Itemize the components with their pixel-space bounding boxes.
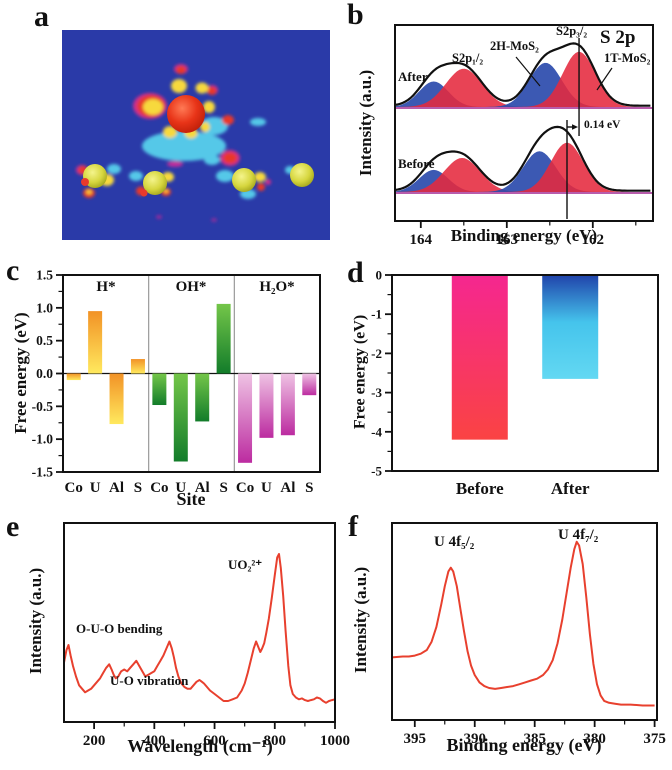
charge-blob bbox=[81, 178, 89, 186]
svg-text:395: 395 bbox=[404, 731, 427, 747]
svg-text:200: 200 bbox=[83, 733, 106, 749]
svg-text:Al: Al bbox=[195, 480, 210, 496]
svg-text:S: S bbox=[305, 480, 313, 496]
panel-b-x-axis-label: Binding energy (eV) bbox=[450, 226, 598, 245]
panel-d-y-axis-label: Free energy (eV) bbox=[351, 314, 369, 430]
panel-c-y-axis-label: Free energy (eV) bbox=[11, 312, 31, 434]
svg-text:375: 375 bbox=[643, 731, 666, 747]
svg-text:Co: Co bbox=[150, 480, 168, 496]
svg-text:After: After bbox=[551, 479, 590, 498]
svg-text:800: 800 bbox=[264, 733, 287, 749]
svg-text:400: 400 bbox=[143, 733, 166, 749]
svg-text:163: 163 bbox=[496, 232, 519, 248]
svg-text:S: S bbox=[134, 480, 142, 496]
svg-text:U: U bbox=[175, 480, 186, 496]
svg-text:390: 390 bbox=[463, 731, 486, 747]
panel-letter-a: a bbox=[34, 0, 49, 33]
panel-e-bending-label: O-U-O bending bbox=[76, 621, 163, 636]
svg-text:-3: -3 bbox=[371, 385, 382, 400]
svg-text:0.0: 0.0 bbox=[36, 366, 53, 381]
svg-text:1.5: 1.5 bbox=[36, 268, 53, 283]
svg-text:-5: -5 bbox=[371, 464, 382, 479]
svg-text:0.5: 0.5 bbox=[36, 333, 53, 348]
charge-density-difference-image bbox=[62, 30, 330, 240]
panel-e-uo2-peak-label: UO₂²⁺ bbox=[228, 557, 263, 572]
panel-b-s2p32-label: S2p₃/₂ bbox=[556, 24, 588, 38]
svg-text:-0.5: -0.5 bbox=[32, 399, 54, 414]
svg-text:385: 385 bbox=[523, 731, 546, 747]
svg-text:U: U bbox=[261, 480, 272, 496]
svg-text:Co: Co bbox=[65, 480, 83, 496]
panel-b-before-label: Before bbox=[398, 156, 435, 171]
svg-text:1000: 1000 bbox=[320, 733, 350, 749]
panel-letter-c: c bbox=[6, 254, 20, 287]
svg-text:-4: -4 bbox=[371, 424, 382, 439]
panel-c-group-label-h: H* bbox=[96, 279, 116, 295]
panel-b-s2p12-label: S2p₁/₂ bbox=[452, 51, 484, 65]
svg-text:-1: -1 bbox=[371, 307, 382, 322]
panel-c-group-label-h2o: H₂O* bbox=[259, 279, 295, 295]
svg-text:-1.0: -1.0 bbox=[32, 432, 54, 447]
svg-text:Before: Before bbox=[456, 479, 504, 498]
uranyl-atom-sphere bbox=[167, 95, 205, 133]
surface-atom-sphere bbox=[143, 171, 167, 195]
svg-text:0: 0 bbox=[376, 268, 383, 283]
panel-f-y-axis-label: Intensity (a.u.) bbox=[351, 566, 371, 674]
panel-e-y-axis-label: Intensity (a.u.) bbox=[26, 567, 46, 675]
charge-density-blobs bbox=[76, 64, 295, 222]
svg-text:Co: Co bbox=[236, 480, 254, 496]
panel-f-x-axis-label: Binding energy (eV) bbox=[446, 735, 602, 755]
panel-f-u4f72-label: U 4f₇/₂ bbox=[558, 527, 599, 543]
panel-f-u4f52-label: U 4f₅/₂ bbox=[434, 534, 475, 550]
panel-b-1t-mos2-label: 1T-MoS₂ bbox=[604, 51, 651, 65]
panel-letter-f: f bbox=[348, 510, 358, 543]
svg-text:164: 164 bbox=[410, 232, 433, 248]
svg-text:600: 600 bbox=[203, 733, 226, 749]
svg-text:1.0: 1.0 bbox=[36, 300, 53, 315]
charge-blob bbox=[140, 189, 148, 197]
svg-text:-1.5: -1.5 bbox=[32, 465, 54, 480]
panel-b-corner-label: S 2p bbox=[600, 27, 636, 48]
panel-b-y-axis-label: Intensity (a.u.) bbox=[356, 69, 376, 177]
panel-letter-e: e bbox=[6, 510, 20, 543]
svg-text:-2: -2 bbox=[371, 346, 382, 361]
svg-text:U: U bbox=[90, 480, 101, 496]
panel-e-x-axis-label: Wavelength (cm⁻¹) bbox=[127, 736, 273, 756]
svg-text:Al: Al bbox=[109, 480, 124, 496]
panel-e-vibration-label: U-O vibration bbox=[110, 673, 189, 688]
panel-b-shift-annotation: 0.14 eV bbox=[584, 119, 621, 131]
panel-b-after-label: After bbox=[398, 69, 428, 84]
surface-atom-sphere bbox=[290, 163, 314, 187]
surface-atom-sphere bbox=[232, 168, 256, 192]
svg-text:162: 162 bbox=[582, 232, 605, 248]
svg-text:380: 380 bbox=[583, 731, 606, 747]
svg-text:Al: Al bbox=[280, 480, 295, 496]
svg-text:S: S bbox=[219, 480, 227, 496]
panel-letter-b: b bbox=[347, 0, 364, 31]
panel-b-2h-mos2-label: 2H-MoS₂ bbox=[490, 39, 539, 53]
panel-c-x-axis-label: Site bbox=[176, 489, 206, 509]
panel-letter-d: d bbox=[347, 256, 364, 289]
panel-c-group-label-oh: OH* bbox=[175, 279, 207, 295]
